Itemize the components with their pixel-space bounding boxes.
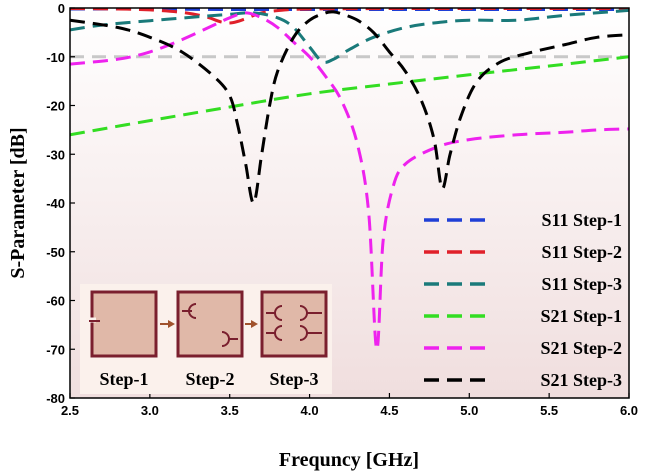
series-line-s21-step-2: [70, 11, 629, 351]
legend-label: S21 Step-1: [540, 306, 622, 326]
x-tick-label: 3.5: [221, 403, 239, 418]
legend-label: S11 Step-1: [541, 210, 622, 230]
arrow-2-icon: [245, 320, 258, 328]
y-tick-label: -30: [46, 147, 65, 162]
legend-label: S21 Step-3: [540, 370, 622, 390]
legend-label: S21 Step-2: [540, 338, 622, 358]
x-tick-label: 3.0: [141, 403, 159, 418]
x-axis-title: Frequncy [GHz]: [279, 449, 419, 471]
x-tick-label: 4.5: [380, 403, 398, 418]
step-3-label: Step-3: [270, 369, 319, 389]
series-line-s21-step-3: [70, 10, 629, 205]
step-2-figure: [176, 290, 244, 358]
y-tick-label: -10: [46, 50, 65, 65]
x-tick-label: 4.0: [301, 403, 319, 418]
x-tick-label: 6.0: [620, 403, 638, 418]
legend-label: S11 Step-2: [541, 242, 622, 262]
legend-label: S11 Step-3: [541, 274, 622, 294]
step-3-figure: [260, 290, 328, 358]
step-inset: Step-1 Step-2 Step-3: [80, 284, 332, 394]
x-tick-label: 5.0: [460, 403, 478, 418]
arrow-1-icon: [160, 320, 175, 328]
y-tick-label: -60: [46, 294, 65, 309]
series-line-s11-step-3: [70, 8, 629, 64]
y-tick-label: 0: [58, 1, 65, 16]
y-tick-label: -40: [46, 196, 65, 211]
x-tick-label: 5.5: [540, 403, 558, 418]
x-tick-label: 2.5: [61, 403, 79, 418]
series-line-s21-step-1: [70, 55, 629, 137]
y-axis-title: S-Parameter [dB]: [7, 127, 29, 278]
y-tick-label: -20: [46, 99, 65, 114]
y-tick-label: -70: [46, 342, 65, 357]
step-2-label: Step-2: [186, 369, 235, 389]
y-tick-label: -50: [46, 245, 65, 260]
step-1-label: Step-1: [100, 369, 149, 389]
step-1-figure: [89, 290, 158, 358]
y-tick-label: -80: [46, 391, 65, 406]
legend: S11 Step-1 S11 Step-2 S11 Step-3 S21 Step-1…: [424, 210, 622, 390]
